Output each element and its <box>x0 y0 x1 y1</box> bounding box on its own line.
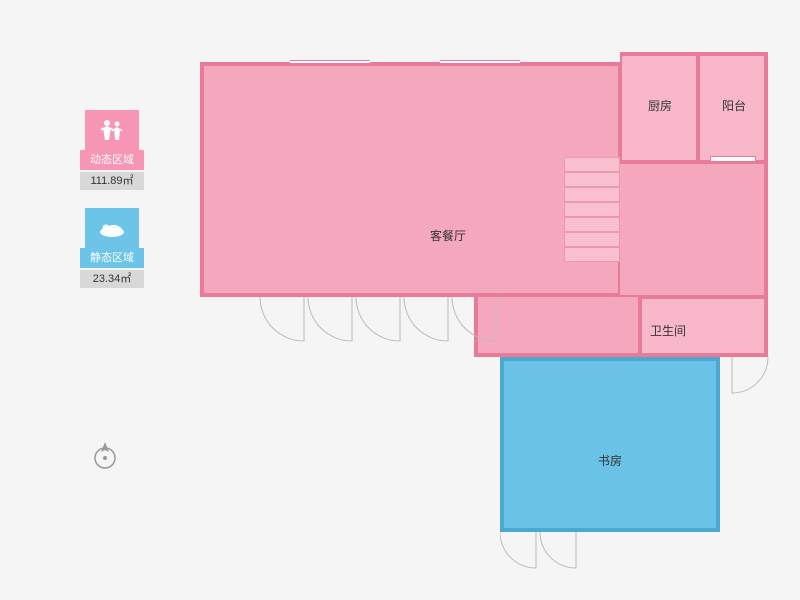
legend-dynamic: 动态区域 111.89㎡ <box>80 110 144 190</box>
legend-dynamic-value: 111.89㎡ <box>80 172 144 190</box>
label-kitchen: 厨房 <box>648 97 672 114</box>
door-arc-bath <box>720 357 770 397</box>
floorplan: 客餐厅 厨房 阳台 卫生间 书房 <box>200 52 770 552</box>
legend-static: 静态区域 23.34㎡ <box>80 208 144 288</box>
room-study <box>500 357 720 532</box>
label-balcony: 阳台 <box>722 97 746 114</box>
door-arcs-study <box>500 532 600 572</box>
sleep-icon <box>85 208 139 248</box>
legend-dynamic-label: 动态区域 <box>80 150 144 170</box>
label-bathroom: 卫生间 <box>650 322 686 339</box>
label-study: 书房 <box>598 452 622 469</box>
legend-static-label: 静态区域 <box>80 248 144 268</box>
label-living: 客餐厅 <box>430 227 466 244</box>
window-top-1 <box>290 60 370 64</box>
compass-icon <box>90 440 120 470</box>
legend-static-value: 23.34㎡ <box>80 270 144 288</box>
room-living <box>200 62 620 297</box>
legend-panel: 动态区域 111.89㎡ 静态区域 23.34㎡ <box>80 110 144 306</box>
balcony-window <box>710 156 756 162</box>
room-corridor <box>620 162 768 297</box>
window-top-2 <box>440 60 520 64</box>
people-icon <box>85 110 139 150</box>
door-arcs <box>250 297 530 347</box>
